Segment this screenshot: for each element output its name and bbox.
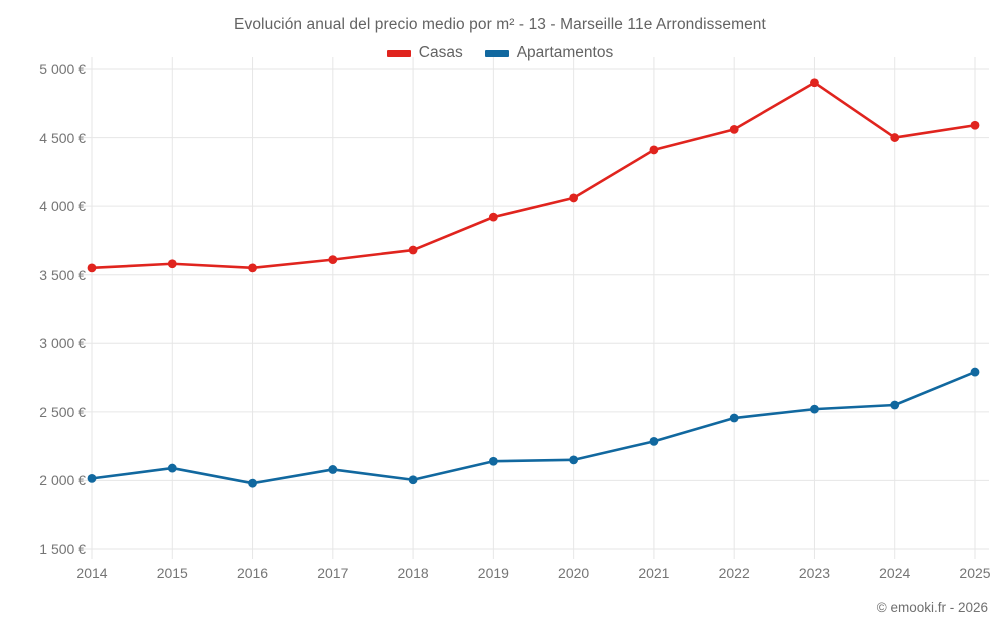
legend-item-casas[interactable]: Casas <box>386 44 463 62</box>
data-point[interactable] <box>649 145 659 155</box>
data-point[interactable] <box>970 367 980 377</box>
x-axis-tick-label: 2021 <box>638 565 670 581</box>
chart-legend: Casas Apartamentos <box>0 44 1000 62</box>
data-point[interactable] <box>167 259 177 269</box>
y-axis-tick-label: 1 500 € <box>39 541 86 557</box>
y-axis-tick-label: 5 000 € <box>39 61 86 77</box>
x-axis-tick-label: 2025 <box>959 565 991 581</box>
data-point[interactable] <box>970 120 980 130</box>
data-point[interactable] <box>890 400 900 410</box>
legend-label: Casas <box>418 44 463 61</box>
y-axis-tick-label: 4 500 € <box>39 129 86 146</box>
legend-item-apartamentos[interactable]: Apartamentos <box>484 44 614 62</box>
series-line-casas <box>90 81 977 270</box>
data-point[interactable] <box>488 212 498 222</box>
y-axis-tick-label: 4 000 € <box>39 198 86 215</box>
data-point[interactable] <box>488 456 498 466</box>
x-axis-tick-label: 2023 <box>798 565 831 581</box>
data-point[interactable] <box>248 263 257 273</box>
data-point[interactable] <box>810 78 819 88</box>
data-point[interactable] <box>408 245 418 255</box>
x-axis-tick-label: 2018 <box>397 565 429 581</box>
data-point[interactable] <box>167 463 177 473</box>
series-line-apartamentos <box>90 370 977 485</box>
data-point[interactable] <box>87 263 97 273</box>
page-title: Evolución anual del precio medio por m² … <box>234 16 766 33</box>
data-point[interactable] <box>328 255 338 265</box>
data-point[interactable] <box>87 473 97 483</box>
legend-label: Apartamentos <box>516 44 614 61</box>
legend-swatch-icon <box>386 49 411 57</box>
data-point[interactable] <box>729 413 739 423</box>
x-axis-tick-label: 2024 <box>879 565 911 581</box>
data-point[interactable] <box>248 478 257 488</box>
data-point[interactable] <box>729 124 739 134</box>
data-point[interactable] <box>328 465 338 474</box>
data-point[interactable] <box>569 193 579 203</box>
x-axis-tick-label: 2015 <box>156 565 188 581</box>
x-axis-tick-label: 2014 <box>76 565 108 581</box>
y-axis-tick-label: 3 000 € <box>39 335 86 352</box>
x-axis-tick-label: 2019 <box>477 565 509 581</box>
y-axis-tick-label: 3 500 € <box>39 266 86 283</box>
data-point[interactable] <box>810 404 819 414</box>
y-axis-tick-label: 2 000 € <box>39 472 86 489</box>
x-axis-tick-label: 2016 <box>236 565 269 581</box>
x-axis-tick-label: 2020 <box>558 565 590 581</box>
y-axis-tick-label: 2 500 € <box>39 403 86 420</box>
x-axis-tick-label: 2022 <box>718 565 750 581</box>
data-point[interactable] <box>408 475 418 485</box>
data-point[interactable] <box>649 436 659 446</box>
data-point[interactable] <box>890 133 900 142</box>
data-point[interactable] <box>569 455 579 465</box>
footer-credit: © emooki.fr - 2026 <box>876 600 988 615</box>
legend-swatch-icon <box>484 49 509 57</box>
x-axis-tick-label: 2017 <box>317 565 349 581</box>
